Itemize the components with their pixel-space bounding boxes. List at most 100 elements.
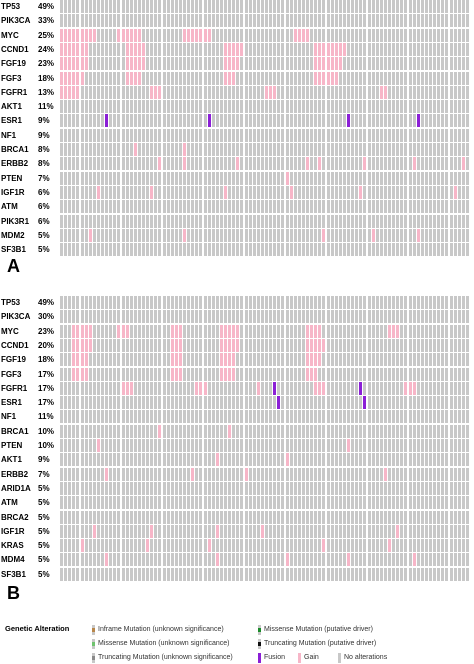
sample-cell: [101, 439, 104, 452]
sample-cell: [461, 381, 465, 395]
sample-cell: [445, 128, 449, 142]
sample-cell: [412, 410, 416, 424]
sample-cell: [281, 353, 285, 367]
sample-cell: [429, 510, 432, 524]
sample-cell: [379, 496, 383, 510]
sample-cell: [338, 381, 342, 395]
sample-cell: [347, 157, 350, 171]
sample-cell: [137, 310, 141, 324]
sample-cell: [96, 367, 100, 381]
sample-cell: [449, 157, 453, 171]
sample-cell: [449, 467, 453, 481]
sample-cell: [60, 228, 63, 242]
sample-cell: [187, 439, 191, 452]
sample-cell: [400, 71, 404, 85]
sample-cell: [101, 524, 104, 538]
sample-cell: [359, 143, 363, 156]
sample-cell: [273, 114, 277, 128]
sample-cell: [178, 296, 182, 309]
sample-cell: [137, 424, 141, 438]
sample-cell: [453, 185, 457, 199]
gene-name: AKT1: [1, 102, 22, 112]
sample-cell: [416, 200, 420, 214]
sample-cell: [420, 128, 424, 142]
sample-cell: [285, 243, 289, 257]
sample-cell: [129, 100, 133, 114]
sample-cell: [412, 310, 416, 324]
sample-cell: [449, 57, 453, 71]
sample-cell: [166, 396, 170, 410]
sample-cell: [92, 367, 96, 381]
sample-cell: [154, 243, 158, 257]
sample-cell: [306, 524, 309, 538]
gene-name: MDM2: [1, 230, 25, 240]
sample-cell: [334, 100, 338, 114]
sample-cell: [277, 510, 281, 524]
sample-cell: [416, 243, 420, 257]
sample-cell: [285, 143, 289, 156]
sample-cell: [388, 71, 391, 85]
sample-cell: [260, 243, 264, 257]
sample-cell: [342, 553, 346, 567]
sample-cell: [158, 396, 162, 410]
sample-cell: [72, 42, 76, 56]
sample-cell: [129, 567, 133, 581]
sample-cell: [433, 410, 437, 424]
sample-cell: [187, 539, 191, 553]
sample-cell: [101, 396, 104, 410]
sample-cell: [228, 71, 232, 85]
sample-cell: [277, 424, 281, 438]
sample-cell: [158, 439, 162, 452]
gene-percent: 24%: [38, 44, 55, 54]
sample-cell: [424, 367, 428, 381]
sample-cell: [363, 467, 367, 481]
sample-cell: [260, 28, 264, 42]
sample-cell: [445, 185, 449, 199]
sample-cell: [404, 128, 408, 142]
sample-cell: [347, 424, 350, 438]
sample-cell: [174, 0, 178, 13]
sample-cell: [334, 157, 338, 171]
sample-cell: [453, 214, 457, 228]
sample-cell: [351, 42, 355, 56]
sample-cell: [375, 510, 379, 524]
sample-cell: [281, 481, 285, 495]
sample-cell: [117, 14, 121, 28]
sample-cell: [228, 0, 232, 13]
sample-cell: [68, 185, 72, 199]
sample-cell: [301, 324, 305, 338]
sample-cell: [429, 338, 432, 352]
sample-cell: [68, 71, 72, 85]
sample-cell: [162, 510, 166, 524]
sample-cell: [273, 424, 277, 438]
sample-cell: [342, 424, 346, 438]
sample-cell: [371, 243, 375, 257]
sample-cell: [96, 200, 100, 214]
sample-cell: [199, 467, 203, 481]
sample-cell: [424, 324, 428, 338]
sample-cell: [334, 396, 338, 410]
sample-cell: [379, 57, 383, 71]
sample-cell: [314, 453, 318, 467]
gene-name: FGF3: [1, 73, 22, 83]
sample-cell: [211, 57, 215, 71]
sample-cell: [392, 171, 396, 185]
sample-cell: [334, 453, 338, 467]
sample-cell: [416, 28, 420, 42]
sample-cell: [240, 71, 244, 85]
sample-cell: [170, 14, 174, 28]
sample-cell: [457, 324, 461, 338]
sample-cell: [154, 310, 158, 324]
sample-cell: [219, 396, 223, 410]
sample-cell: [379, 296, 383, 309]
sample-cell: [88, 524, 92, 538]
sample-cell: [310, 157, 314, 171]
sample-cell: [388, 14, 391, 28]
sample-cell: [371, 42, 375, 56]
sample-cell: [113, 128, 117, 142]
sample-cell: [154, 296, 158, 309]
sample-cell: [154, 171, 158, 185]
sample-cell: [146, 14, 150, 28]
sample-cell: [342, 367, 346, 381]
sample-cell: [396, 71, 400, 85]
